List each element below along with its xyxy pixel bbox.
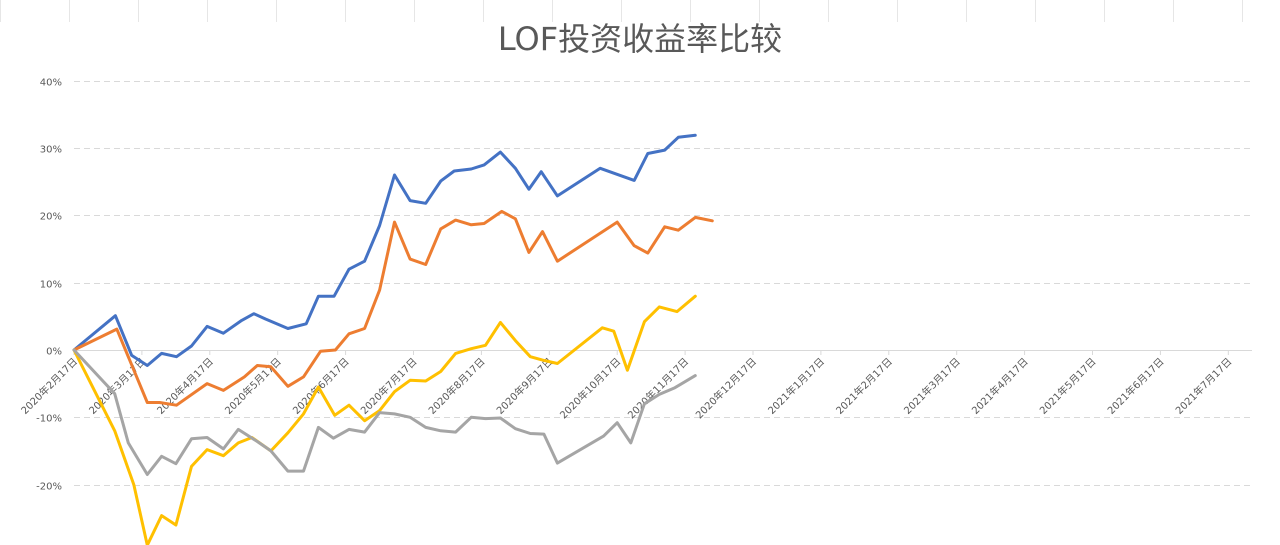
chart-title: LOF投资收益率比较	[498, 20, 782, 58]
y-tick-label: -20%	[36, 482, 62, 493]
series-line-2	[72, 209, 714, 407]
y-tick-label: 10%	[40, 280, 62, 291]
y-tick-label: -10%	[36, 414, 62, 425]
y-gridlines	[74, 81, 1252, 486]
x-tick-label: 2021年4月17日	[969, 355, 1031, 417]
x-tick-label: 2021年1月17日	[765, 355, 827, 417]
spreadsheet-cell-grid	[0, 0, 1243, 22]
x-tick-label: 2021年2月17日	[833, 355, 895, 417]
x-tick-label: 2020年11月17日	[625, 355, 691, 421]
x-tick-label: 2021年5月17日	[1037, 355, 1099, 417]
x-tick-label: 2021年7月17日	[1173, 355, 1235, 417]
x-tick-label: 2020年6月17日	[290, 355, 352, 417]
y-axis-ticks: 40% 30% 20% 10% 0% -10% -20%	[36, 78, 62, 493]
y-tick-label: 30%	[40, 145, 62, 156]
x-tick-label: 2020年7月17日	[358, 355, 420, 417]
x-tick-label: 2020年4月17日	[154, 355, 216, 417]
x-tick-label: 2020年2月17日	[18, 355, 80, 417]
x-axis-ticks: 2020年2月17日 2020年3月17日 2020年4月17日 2020年5月17日…	[18, 350, 1234, 421]
x-tick-label: 2020年8月17日	[426, 355, 488, 417]
y-tick-label: 0%	[46, 347, 62, 358]
x-tick-label: 2020年12月17日	[693, 355, 759, 421]
y-tick-label: 20%	[40, 212, 62, 223]
series-lines	[72, 133, 714, 545]
x-tick-label: 2020年10月17日	[557, 355, 623, 421]
series-line-1	[72, 133, 697, 367]
x-tick-label: 2021年3月17日	[901, 355, 963, 417]
series-line-4	[72, 348, 697, 476]
x-tick-label: 2021年6月17日	[1105, 355, 1167, 417]
x-tick-label: 2020年9月17日	[494, 355, 556, 417]
series-line-3	[72, 294, 697, 545]
y-tick-label: 40%	[40, 78, 62, 89]
